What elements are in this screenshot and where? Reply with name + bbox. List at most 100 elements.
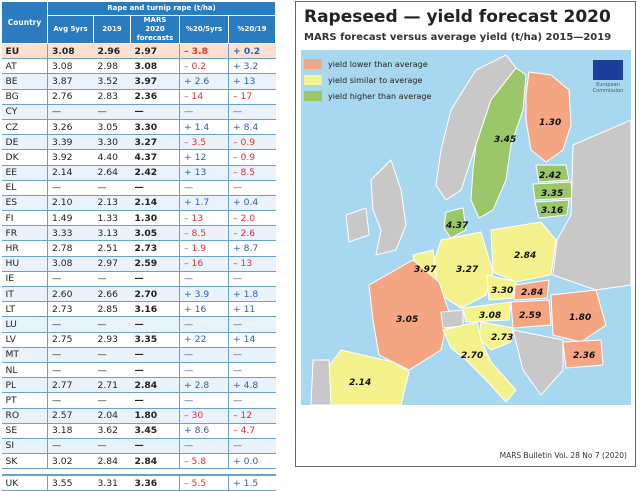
table-row-pt: PT — — — — — [1,392,276,409]
forecast-cell: 2.36 [130,89,180,105]
forecast-cell: 1.80 [130,408,180,424]
country-cell: RO [1,408,48,424]
country-cell: SE [1,423,48,439]
y2019-cell: 2.83 [93,89,131,105]
avg-cell: 2.57 [47,408,94,424]
forecast-cell: — [130,347,180,363]
forecast-cell: 3.05 [130,225,180,242]
pct19-cell: – 4.7 [227,423,276,439]
y2019-cell: 2.97 [93,256,131,272]
y2019-cell: — [93,347,131,363]
y2019-cell: — [93,104,131,120]
label-es: 2.14 [349,378,371,388]
forecast-cell: 2.42 [130,165,180,181]
eu-flag-logo [593,60,623,80]
europe-map: 3.45 1.30 2.42 3.35 3.16 4.37 2.84 3.27 … [301,50,631,405]
table-row-es: ES 2.10 2.13 2.14 + 1.7 + 0.4 [1,195,276,212]
forecast-cell: — [130,271,180,288]
region-portugal [310,359,332,405]
country-cell: CY [1,104,48,120]
col-header-mars: MARS 2020 forecasts [130,15,180,44]
y2019-cell: 2.98 [93,58,131,75]
table-row-bg: BG 2.76 2.83 2.36– 14– 17 [1,89,276,105]
country-cell: EE [1,165,48,181]
legend-swatch-similar [304,75,322,85]
forecast-cell: 3.16 [130,301,180,318]
y2019-cell: 4.40 [93,149,131,166]
table-row-be: BE 3.87 3.52 3.97 + 2.6 + 13 [1,73,276,90]
pct5-cell: – 5.8 [179,453,229,470]
forecast-cell: — [130,392,180,409]
country-cell: HU [1,256,48,272]
legend-item-lower: yield lower than average [304,57,431,71]
forecast-cell: — [130,438,180,455]
table-row-pl: PL 2.77 2.71 2.84 + 2.8 + 4.8 [1,377,276,394]
pct19-cell: — [227,347,276,363]
pct5-cell: – 14 [179,89,229,105]
y2019-cell: 2.96 [93,43,131,60]
country-cell: EU [1,43,48,60]
forecast-cell: 3.30 [130,119,180,136]
table-row-ee: EE 2.14 2.64 2.42 + 13– 8.5 [1,165,276,181]
pct5-cell: – 1.9 [179,240,229,257]
label-fi: 1.30 [539,118,561,128]
legend-swatch-higher [304,91,322,101]
avg-cell: — [47,180,94,196]
pct5-cell: – 30 [179,408,229,424]
y2019-cell: — [93,271,131,288]
label-hr: 2.73 [491,333,513,343]
label-cz: 3.30 [491,286,513,296]
pct5-cell: + 22 [179,332,229,348]
pct5-cell: — [179,316,229,333]
pct5-cell: – 0.2 [179,58,229,75]
label-pl: 2.84 [514,251,536,261]
legend-item-higher: yield higher than average [304,89,431,103]
pct5-cell: + 2.6 [179,73,229,90]
pct19-cell: — [227,438,276,455]
table-row-cy: CY — — — — — [1,104,276,120]
forecast-cell: 2.70 [130,286,180,303]
legend-label-higher: yield higher than average [328,91,432,101]
pct19-cell: + 1.8 [227,286,276,303]
pct5-cell: — [179,438,229,455]
region-ireland [345,207,370,243]
avg-cell: 2.14 [47,165,94,181]
table-row-lu: LU — — — — — [1,316,276,333]
legend-label-similar: yield similar to average [328,75,423,85]
avg-cell: — [47,392,94,409]
label-se: 3.45 [494,135,516,145]
table-row-sk: SK 3.02 2.84 2.84– 5.8 + 0.0 [1,453,276,470]
y2019-cell: — [93,438,131,455]
table-row-fi: FI 1.49 1.33 1.30– 13– 2.0 [1,210,276,227]
country-cell: LT [1,301,48,318]
pct5-cell: + 12 [179,149,229,166]
y2019-cell: 3.30 [93,134,131,151]
country-cell: AT [1,58,48,75]
forecast-cell: 2.59 [130,256,180,272]
avg-cell: — [47,347,94,363]
pct19-cell: – 0.9 [227,134,276,151]
region-france [368,259,450,371]
map-panel: Rapeseed — yield forecast 2020 MARS fore… [295,1,636,467]
region-switzerland [440,309,464,329]
col-header-avg: Avg 5yrs [47,15,94,44]
avg-cell: 2.77 [47,377,94,394]
pct19-cell: — [227,180,276,196]
forecast-cell: 2.97 [130,43,180,60]
table-row-el: EL — — — — — [1,180,276,196]
europe-map-svg: 3.45 1.30 2.42 3.35 3.16 4.37 2.84 3.27 … [310,54,631,405]
label-at: 3.08 [479,311,501,321]
forecast-cell: 2.73 [130,240,180,257]
country-cell: LU [1,316,48,333]
label-bg: 2.36 [573,351,595,361]
forecast-cell: 2.84 [130,453,180,470]
avg-cell: — [47,316,94,333]
forecast-cell: — [130,316,180,333]
map-footer: MARS Bulletin Vol. 28 No 7 (2020) [499,451,627,460]
pct5-cell: + 1.7 [179,195,229,212]
table-row-hu: HU 3.08 2.97 2.59– 16– 13 [1,256,276,272]
pct19-cell: — [227,104,276,120]
pct19-cell: — [227,316,276,333]
country-cell: ES [1,195,48,212]
avg-cell: — [47,104,94,120]
